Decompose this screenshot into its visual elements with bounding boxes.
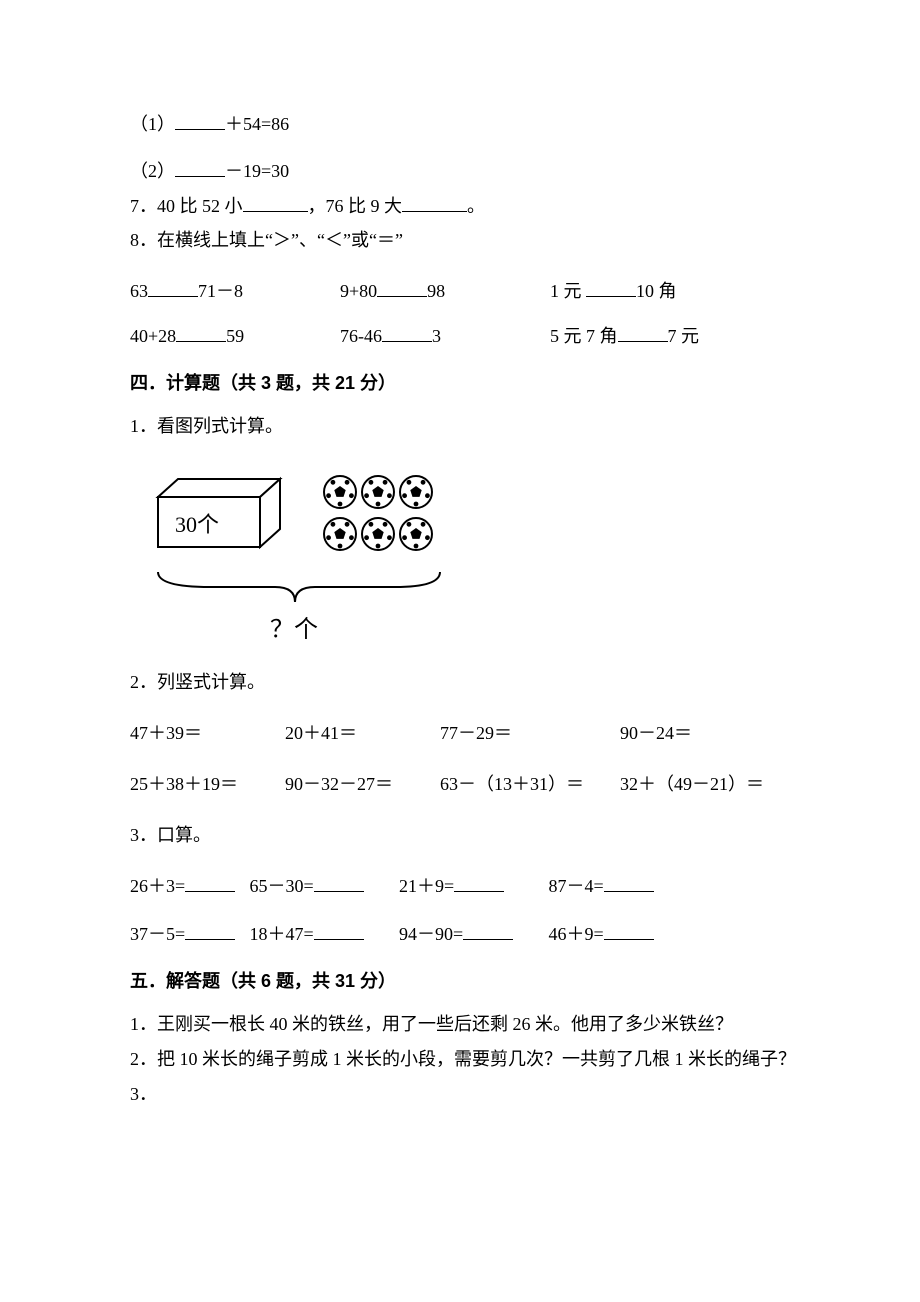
- cmp-r2c2: 76-46 3: [340, 322, 550, 351]
- fill-blank-q1: （1） ＋54=86: [130, 110, 800, 139]
- mental-row-2: 37－5= 18＋47= 94－90= 46＋9=: [130, 920, 800, 949]
- cmp-blank[interactable]: [618, 322, 668, 342]
- mental-blank[interactable]: [463, 921, 513, 941]
- soccer-ball-icon: [400, 476, 432, 508]
- soccer-ball-icon: [324, 476, 356, 508]
- soccer-ball-icon: [362, 518, 394, 550]
- mental-blank[interactable]: [314, 921, 364, 941]
- q7-c: 。: [467, 196, 485, 216]
- cmp-r1c1a: 63: [130, 281, 148, 301]
- cmp-r1c2a: 9+80: [340, 281, 377, 301]
- question-label: ？个: [270, 616, 318, 643]
- cmp-r1c2: 9+80 98: [340, 277, 550, 306]
- cmp-r2c2a: 76-46: [340, 326, 382, 346]
- mental-item: 37－5=: [130, 924, 185, 944]
- vertical-row-1: 47＋39＝ 20＋41＝ 77－29＝ 90－24＝: [130, 719, 800, 748]
- section-5-title: 五．解答题（共 6 题，共 31 分）: [130, 967, 800, 996]
- sec4-q1: 1．看图列式计算。: [130, 412, 800, 441]
- cmp-blank[interactable]: [148, 277, 198, 297]
- sec5-q3: 3．: [130, 1080, 800, 1109]
- mental-blank[interactable]: [185, 872, 235, 892]
- vert-cell: 63－（13＋31）＝: [440, 770, 620, 799]
- cmp-r1c1: 63 71－8: [130, 277, 340, 306]
- q7-a: 7．40 比 52 小: [130, 196, 243, 216]
- q1-suffix: ＋54=86: [225, 114, 289, 134]
- cmp-r1c2b: 98: [427, 281, 445, 301]
- figure-svg: 30个 ？个: [140, 462, 450, 652]
- q7-b: ，76 比 9 大: [308, 196, 403, 216]
- vert-cell: 77－29＝: [440, 719, 620, 748]
- mental-item: 65－30=: [250, 876, 314, 896]
- mental-item: 21＋9=: [399, 876, 454, 896]
- cmp-r2c1a: 40+28: [130, 326, 176, 346]
- q2-prefix: （2）: [130, 161, 175, 181]
- sec4-q3: 3．口算。: [130, 821, 800, 850]
- vert-cell: 20＋41＝: [285, 719, 440, 748]
- mental-row-1: 26＋3= 65－30= 21＋9= 87－4=: [130, 872, 800, 901]
- soccer-ball-icon: [362, 476, 394, 508]
- cmp-r2c3: 5 元 7 角 7 元: [550, 322, 760, 351]
- brace-icon: [158, 572, 440, 602]
- cmp-r2c3a: 5 元 7 角: [550, 326, 618, 346]
- soccer-ball-icon: [324, 518, 356, 550]
- cmp-blank[interactable]: [176, 322, 226, 342]
- mental-item: 87－4=: [549, 876, 604, 896]
- compare-row-2: 40+28 59 76-46 3 5 元 7 角 7 元: [130, 322, 800, 351]
- q2-suffix: －19=30: [225, 161, 289, 181]
- mental-item: 94－90=: [399, 924, 463, 944]
- cmp-r2c2b: 3: [432, 326, 441, 346]
- soccer-balls: [324, 476, 432, 550]
- sec4-q2: 2．列竖式计算。: [130, 668, 800, 697]
- cmp-r2c1: 40+28 59: [130, 322, 340, 351]
- box-icon: 30个: [158, 479, 280, 547]
- compare-row-1: 63 71－8 9+80 98 1 元 10 角: [130, 277, 800, 306]
- cmp-r1c3: 1 元 10 角: [550, 277, 760, 306]
- cmp-r1c1b: 71－8: [198, 281, 243, 301]
- cmp-r1c3b: 10 角: [636, 281, 677, 301]
- figure: 30个 ？个: [140, 462, 800, 652]
- vertical-row-2: 25＋38＋19＝ 90－32－27＝ 63－（13＋31）＝ 32＋（49－2…: [130, 770, 800, 799]
- soccer-ball-icon: [400, 518, 432, 550]
- q1-blank[interactable]: [175, 110, 225, 130]
- cmp-r2c3b: 7 元: [668, 326, 700, 346]
- q7-blank-2[interactable]: [402, 192, 467, 212]
- vert-cell: 32＋（49－21）＝: [620, 770, 764, 799]
- mental-blank[interactable]: [604, 872, 654, 892]
- q7-blank-1[interactable]: [243, 192, 308, 212]
- vert-cell: 47＋39＝: [130, 719, 285, 748]
- fill-blank-q2: （2） －19=30: [130, 157, 800, 186]
- mental-item: 18＋47=: [250, 924, 314, 944]
- cmp-blank[interactable]: [377, 277, 427, 297]
- mental-blank[interactable]: [604, 921, 654, 941]
- cmp-blank[interactable]: [586, 277, 636, 297]
- question-7: 7．40 比 52 小 ，76 比 9 大 。: [130, 192, 800, 221]
- mental-item: 46＋9=: [549, 924, 604, 944]
- vert-cell: 90－24＝: [620, 719, 692, 748]
- section-4-title: 四．计算题（共 3 题，共 21 分）: [130, 369, 800, 398]
- cmp-blank[interactable]: [382, 322, 432, 342]
- mental-blank[interactable]: [185, 921, 235, 941]
- question-8: 8．在横线上填上“＞”、“＜”或“＝”: [130, 226, 800, 255]
- mental-blank[interactable]: [314, 872, 364, 892]
- cmp-r1c3a: 1 元: [550, 281, 582, 301]
- sec5-q2: 2．把 10 米长的绳子剪成 1 米长的小段，需要剪几次？一共剪了几根 1 米长…: [130, 1045, 800, 1074]
- vert-cell: 25＋38＋19＝: [130, 770, 285, 799]
- cmp-r2c1b: 59: [226, 326, 244, 346]
- mental-item: 26＋3=: [130, 876, 185, 896]
- sec5-q1: 1．王刚买一根长 40 米的铁丝，用了一些后还剩 26 米。他用了多少米铁丝？: [130, 1010, 800, 1039]
- q8-text: 8．在横线上填上“＞”、“＜”或“＝”: [130, 230, 403, 250]
- q2-blank[interactable]: [175, 157, 225, 177]
- mental-blank[interactable]: [454, 872, 504, 892]
- box-label: 30个: [175, 512, 219, 537]
- vert-cell: 90－32－27＝: [285, 770, 440, 799]
- q1-prefix: （1）: [130, 114, 175, 134]
